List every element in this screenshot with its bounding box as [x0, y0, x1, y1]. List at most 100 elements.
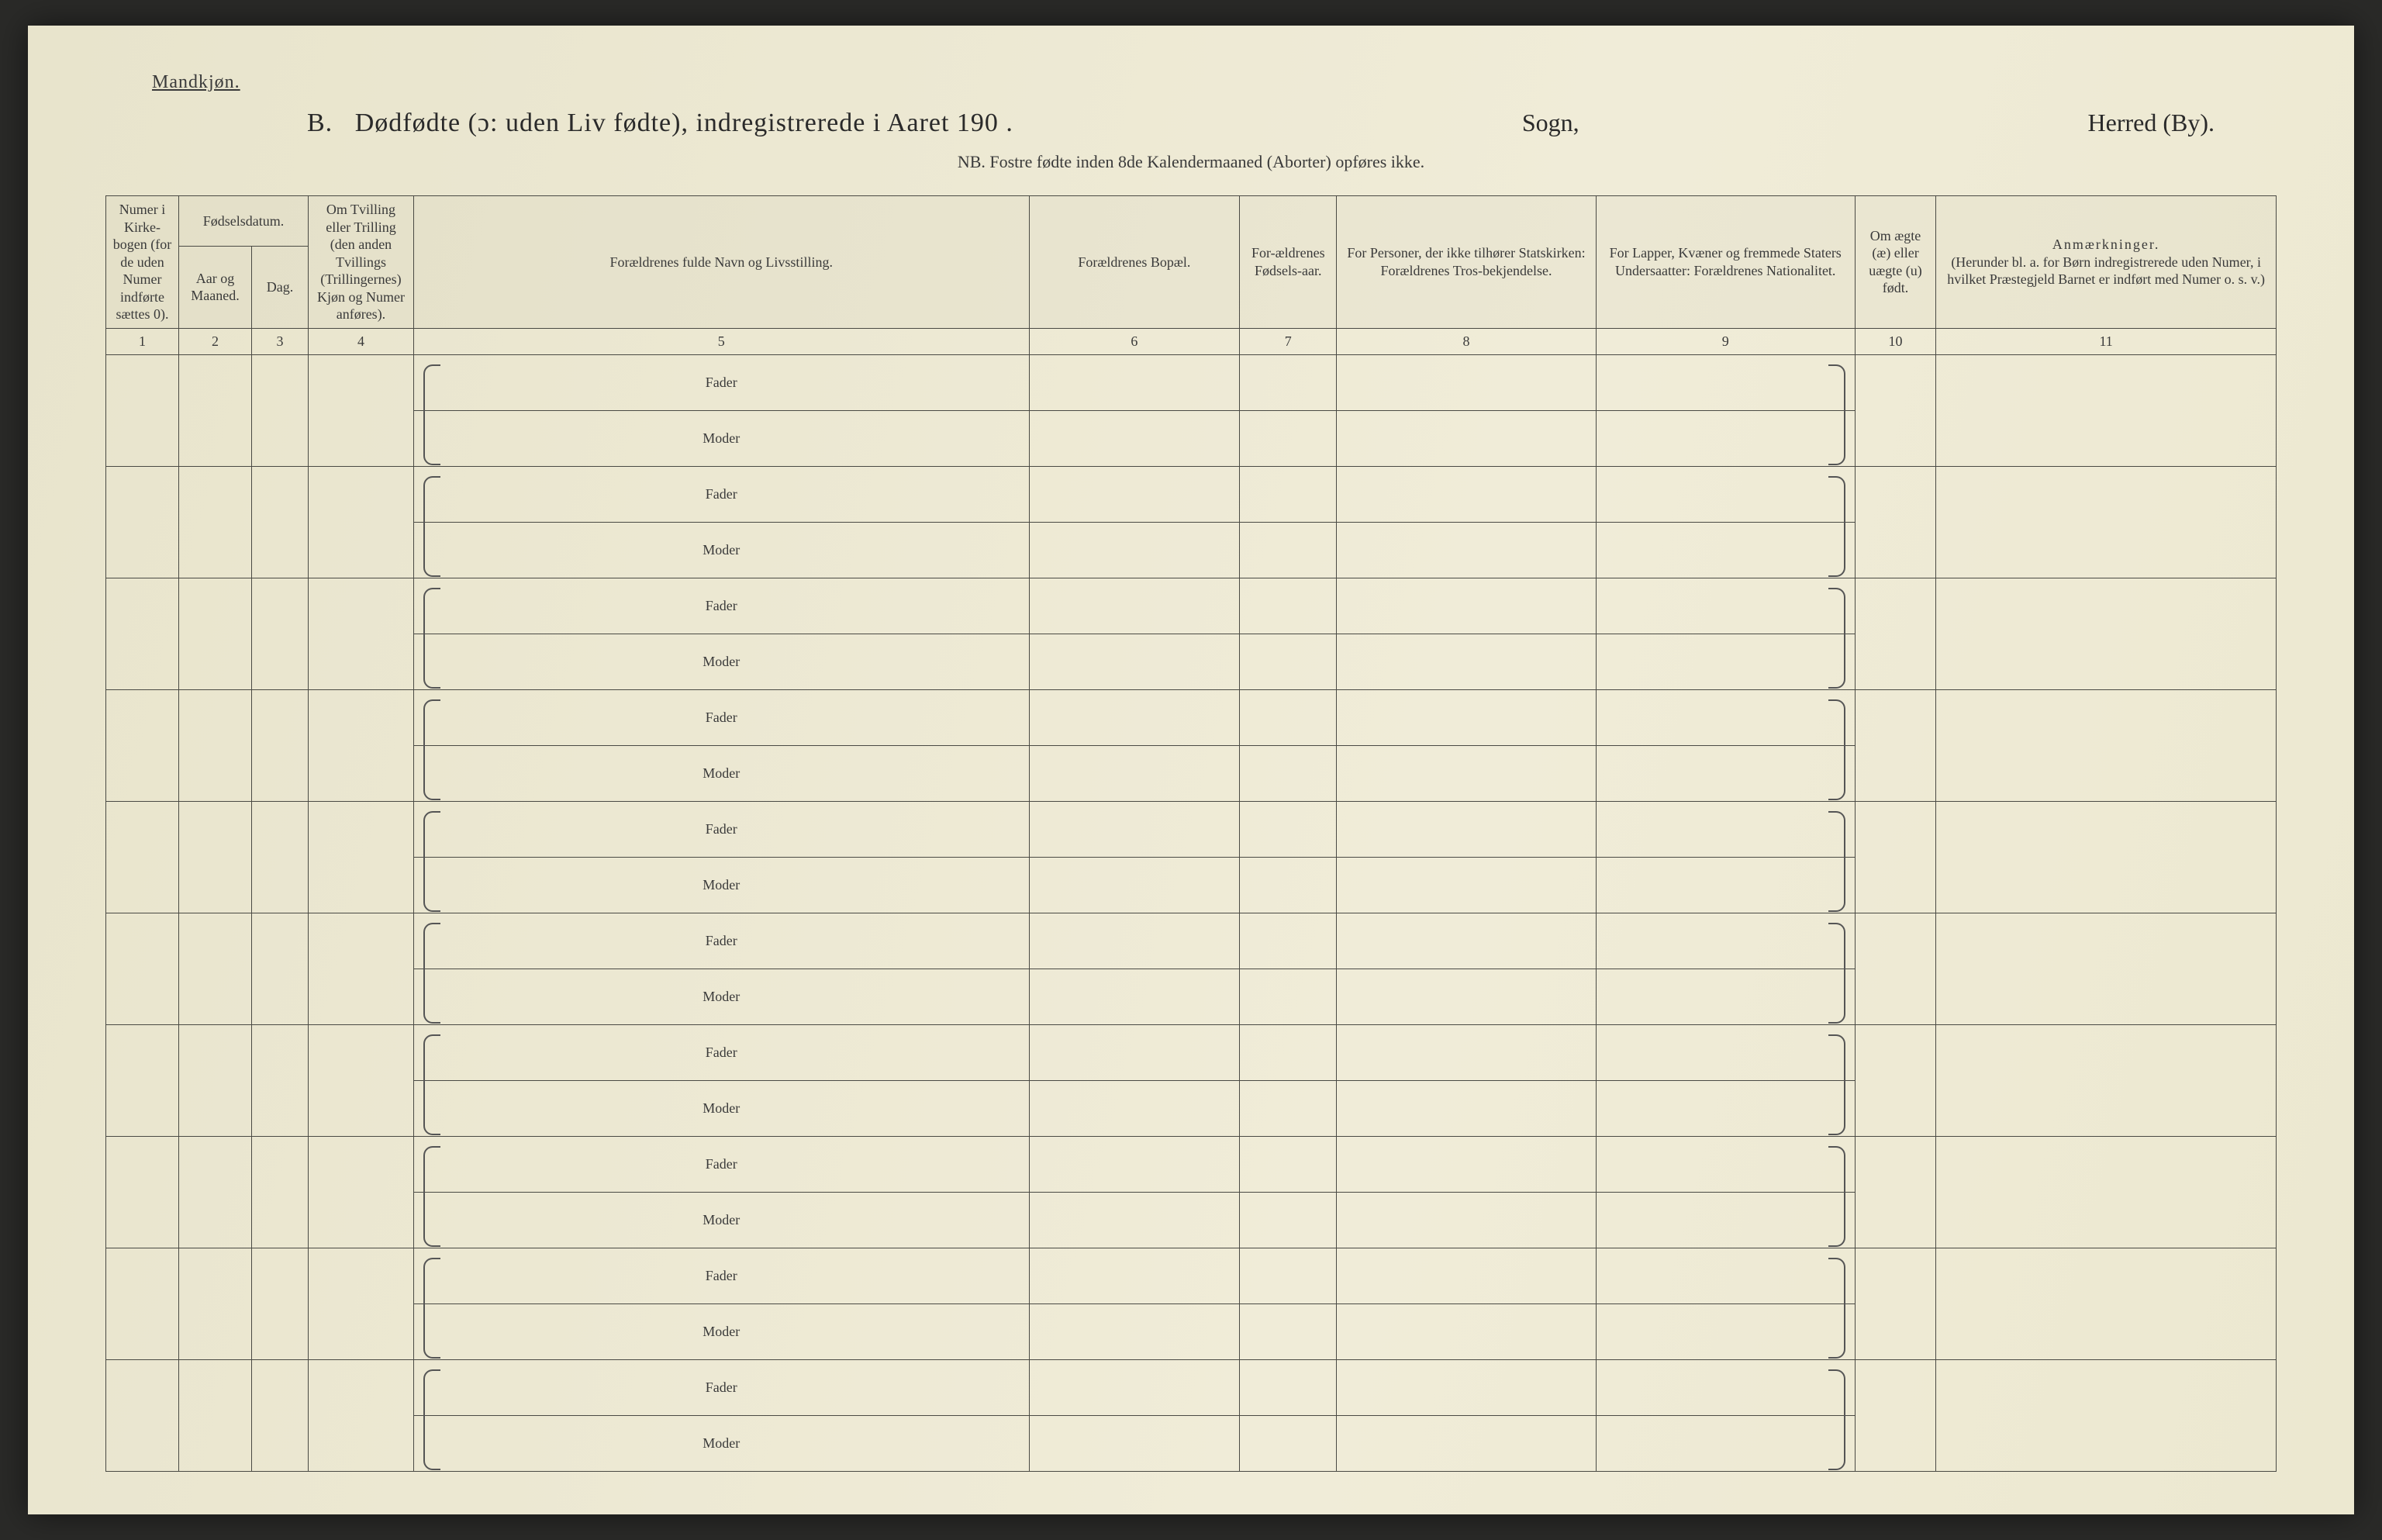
- col-num: 11: [1936, 328, 2277, 354]
- cell: [1855, 1136, 1935, 1248]
- cell: [1936, 354, 2277, 466]
- cell: [1337, 1080, 1596, 1136]
- col-num: 8: [1337, 328, 1596, 354]
- col-num: 5: [413, 328, 1029, 354]
- cell: [251, 801, 308, 913]
- cell: [1029, 1415, 1240, 1471]
- cell: [1855, 1248, 1935, 1359]
- cell: [1337, 801, 1596, 857]
- cell: [178, 1248, 251, 1359]
- cell: [106, 913, 179, 1024]
- cell: [1855, 1359, 1935, 1471]
- cell: [1029, 410, 1240, 466]
- moder-label: Moder: [703, 430, 740, 446]
- col-num: 10: [1855, 328, 1935, 354]
- cell: [251, 1359, 308, 1471]
- right-bracket-icon: [1828, 588, 1845, 689]
- cell: [1029, 1303, 1240, 1359]
- cell: [1029, 857, 1240, 913]
- cell: [1240, 522, 1337, 578]
- cell: [106, 578, 179, 689]
- left-bracket-icon: [423, 923, 440, 1024]
- cell: [1029, 969, 1240, 1024]
- col-num: 1: [106, 328, 179, 354]
- cell: [1240, 1080, 1337, 1136]
- title-suffix: .: [1006, 109, 1013, 137]
- cell: [1936, 1024, 2277, 1136]
- cell: [1029, 1080, 1240, 1136]
- moder-label: Moder: [703, 989, 740, 1004]
- cell: [1240, 801, 1337, 857]
- cell: [1596, 857, 1855, 913]
- right-bracket-icon: [1828, 699, 1845, 800]
- cell: [1337, 969, 1596, 1024]
- moder-cell: Moder: [413, 410, 1029, 466]
- left-bracket-icon: [423, 1146, 440, 1247]
- fader-label: Fader: [706, 933, 737, 948]
- cell: [1240, 689, 1337, 745]
- cell: [1596, 1136, 1855, 1192]
- cell: [1596, 801, 1855, 857]
- cell: [1936, 913, 2277, 1024]
- cell: [106, 1359, 179, 1471]
- cell: [106, 1248, 179, 1359]
- title-prefix: B.: [307, 109, 333, 137]
- cell: [1596, 913, 1855, 969]
- cell: [1855, 1024, 1935, 1136]
- cell: [1596, 466, 1855, 522]
- cell: [309, 689, 414, 801]
- cell: [1596, 1248, 1855, 1303]
- cell: [1855, 466, 1935, 578]
- col-num: 7: [1240, 328, 1337, 354]
- cell: [1596, 745, 1855, 801]
- cell: [1337, 1248, 1596, 1303]
- right-bracket-icon: [1828, 1369, 1845, 1470]
- cell: [1240, 1024, 1337, 1080]
- cell: [1240, 969, 1337, 1024]
- cell: [178, 1359, 251, 1471]
- cell: [106, 1024, 179, 1136]
- cell: [1337, 410, 1596, 466]
- col-header-11-title: Anmærkninger.: [2052, 237, 2160, 252]
- cell: [1596, 410, 1855, 466]
- cell: [251, 913, 308, 1024]
- cell: [178, 1136, 251, 1248]
- ledger-table: Numer i Kirke-bogen (for de uden Numer i…: [105, 195, 2277, 1472]
- cell: [309, 1136, 414, 1248]
- cell: [1029, 801, 1240, 857]
- cell: [1596, 522, 1855, 578]
- table-header: Numer i Kirke-bogen (for de uden Numer i…: [106, 196, 2277, 355]
- fader-cell: Fader: [413, 1359, 1029, 1415]
- cell: [1240, 1136, 1337, 1192]
- sogn-label: Sogn,: [1522, 109, 1579, 137]
- col-header-5: Forældrenes fulde Navn og Livsstilling.: [413, 196, 1029, 329]
- cell: [106, 354, 179, 466]
- left-bracket-icon: [423, 811, 440, 912]
- col-header-4: Om Tvilling eller Trilling (den anden Tv…: [309, 196, 414, 329]
- moder-label: Moder: [703, 654, 740, 669]
- cell: [1337, 1303, 1596, 1359]
- fader-label: Fader: [706, 1156, 737, 1172]
- cell: [1029, 1192, 1240, 1248]
- col-header-9: For Lapper, Kvæner og fremmede Staters U…: [1596, 196, 1855, 329]
- cell: [178, 354, 251, 466]
- cell: [309, 1024, 414, 1136]
- cell: [1029, 1248, 1240, 1303]
- right-bracket-icon: [1828, 1034, 1845, 1135]
- cell: [1337, 578, 1596, 634]
- herred-label: Herred (By).: [2088, 109, 2215, 137]
- moder-cell: Moder: [413, 522, 1029, 578]
- cell: [1240, 1415, 1337, 1471]
- cell: [1337, 354, 1596, 410]
- cell: [1240, 857, 1337, 913]
- cell: [309, 801, 414, 913]
- cell: [1337, 634, 1596, 689]
- cell: [1337, 689, 1596, 745]
- cell: [1596, 354, 1855, 410]
- col-header-2a: Aar og Maaned.: [178, 246, 251, 328]
- page-subtitle: NB. Fostre fødte inden 8de Kalendermaane…: [105, 152, 2277, 172]
- col-num: 2: [178, 328, 251, 354]
- cell: [1029, 354, 1240, 410]
- cell: [1337, 522, 1596, 578]
- moder-label: Moder: [703, 1100, 740, 1116]
